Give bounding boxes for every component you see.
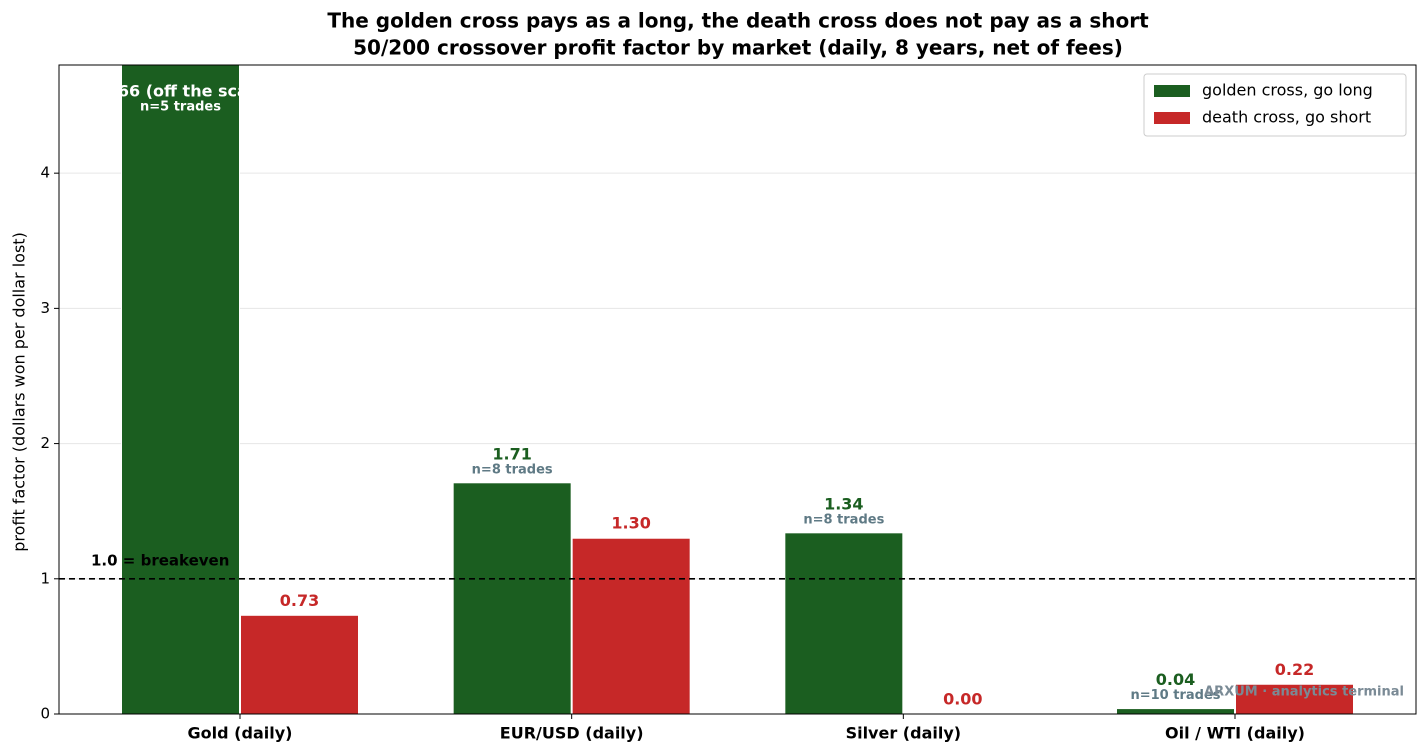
legend-box <box>1143 73 1407 137</box>
bar <box>1235 683 1354 714</box>
value-label: 1.34 <box>824 494 863 513</box>
y-tick-label: 4 <box>40 164 50 182</box>
plot-frame <box>58 64 1417 715</box>
bar <box>240 614 359 714</box>
value-label: 0.04 <box>1156 670 1195 689</box>
bar <box>784 532 904 714</box>
trade-count: n=5 trades <box>140 100 221 115</box>
trade-count: n=10 trades <box>1130 688 1220 703</box>
trade-count: n=8 trades <box>472 462 553 477</box>
chart-title: The golden cross pays as a long, the dea… <box>327 9 1149 33</box>
y-tick-label: 0 <box>40 705 50 723</box>
y-tick-label: 3 <box>40 299 50 317</box>
x-tick-label: Silver (daily) <box>846 724 962 743</box>
legend-swatch <box>1154 85 1190 97</box>
bar <box>1116 708 1235 714</box>
trade-count: n=8 trades <box>803 512 884 527</box>
x-tick-label: Oil / WTI (daily) <box>1165 724 1305 743</box>
y-tick-label: 1 <box>40 569 50 587</box>
x-tick-label: Gold (daily) <box>188 724 293 743</box>
bar <box>571 537 691 714</box>
x-tick-label: EUR/USD (daily) <box>500 724 644 743</box>
chart-subtitle: 50/200 crossover profit factor by market… <box>353 36 1123 60</box>
reference-label: 1.0 = breakeven <box>91 551 229 569</box>
legend-label: death cross, go short <box>1202 108 1371 127</box>
value-label: 0.00 <box>943 690 982 709</box>
value-label: 0.73 <box>280 591 319 610</box>
watermark: ARXUM · analytics terminal <box>1204 685 1404 700</box>
y-axis-label: profit factor (dollars won per dollar lo… <box>10 232 29 552</box>
value-label: 0.22 <box>1275 660 1314 679</box>
value-label: 17.66 (off the scale) <box>90 82 272 101</box>
y-tick-label: 2 <box>40 434 50 452</box>
bar <box>121 65 240 714</box>
bars <box>121 65 1354 714</box>
legend-swatch <box>1154 112 1190 124</box>
bar <box>452 482 572 714</box>
value-label: 1.71 <box>492 444 531 463</box>
value-label: 1.30 <box>611 514 650 533</box>
legend-label: golden cross, go long <box>1202 81 1373 100</box>
